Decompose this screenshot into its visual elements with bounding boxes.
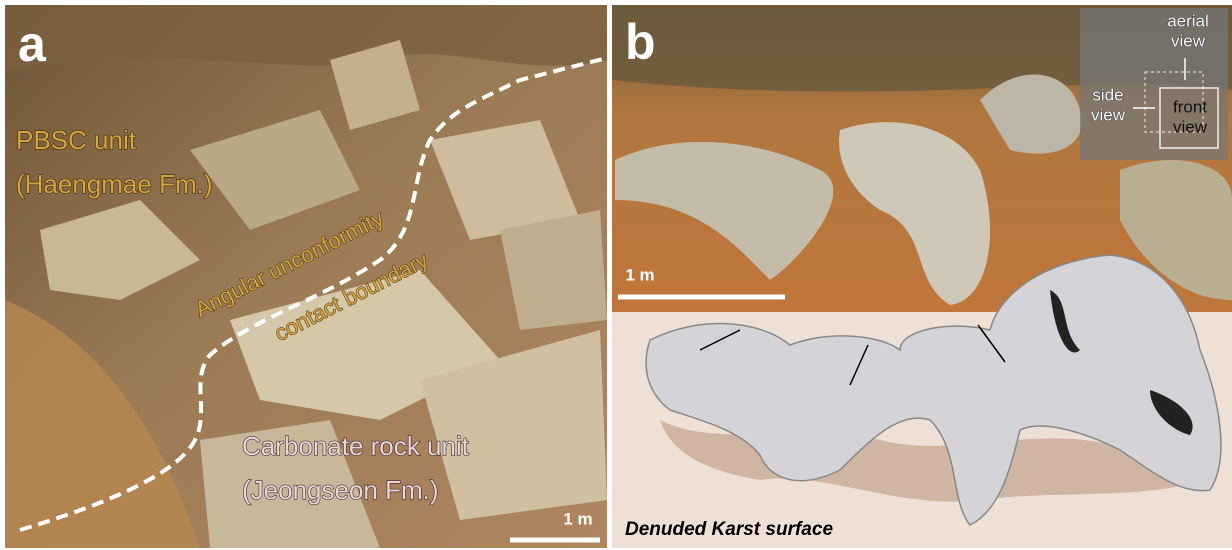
inset-label: view — [1171, 31, 1206, 50]
inset-label: view — [1173, 117, 1208, 136]
inset-label: side — [1092, 85, 1123, 104]
unit-label: Carbonate rock unit — [242, 431, 470, 461]
inset-label: front — [1173, 97, 1207, 116]
karst-sketch — [612, 254, 1232, 548]
panel-label: b — [625, 14, 656, 70]
panel-label: a — [18, 16, 47, 72]
unit-label: (Jeongseon Fm.) — [242, 475, 439, 505]
inset-label: view — [1091, 105, 1126, 124]
caption: Denuded Karst surface — [625, 519, 833, 540]
unit-label: PBSC unit — [16, 125, 137, 155]
panel-a-photo — [5, 5, 608, 548]
scale-label: 1 m — [625, 265, 654, 284]
scale-label: 1 m — [563, 509, 592, 528]
unit-label: (Haengmae Fm.) — [16, 169, 213, 199]
inset-label: aerial — [1167, 11, 1209, 30]
